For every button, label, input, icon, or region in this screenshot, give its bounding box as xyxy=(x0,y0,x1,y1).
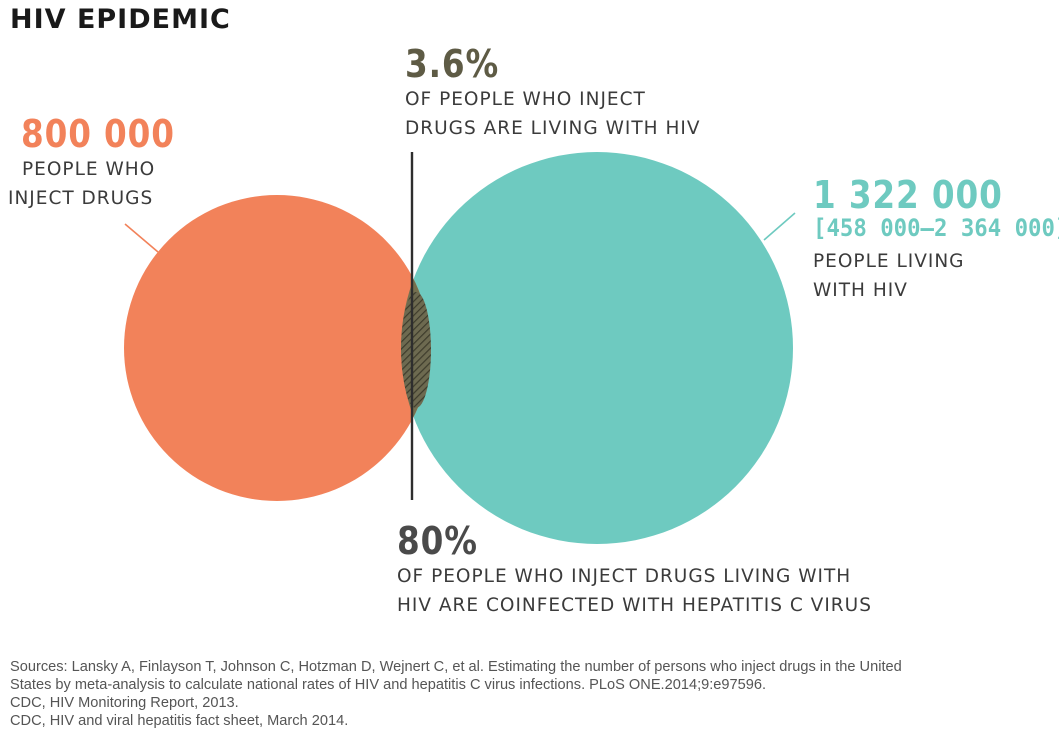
pwid-caption-2: INJECT DRUGS xyxy=(8,188,154,209)
overlap-percent: 3.6% xyxy=(405,42,500,86)
hiv-range: [458 000–2 364 000] xyxy=(813,214,1059,242)
overlap-region xyxy=(401,195,431,501)
overlap-caption-2: DRUGS ARE LIVING WITH HIV xyxy=(405,118,701,139)
coinfection-percent: 80% xyxy=(397,519,478,563)
pwid-caption-1: PEOPLE WHO xyxy=(22,159,156,180)
pwid-number: 800 000 xyxy=(21,112,175,156)
coinfection-caption-1: OF PEOPLE WHO INJECT DRUGS LIVING WITH xyxy=(397,566,852,587)
source-line-4: CDC, HIV and viral hepatitis fact sheet,… xyxy=(10,713,349,729)
coinfection-caption-2: HIV ARE COINFECTED WITH HEPATITIS C VIRU… xyxy=(397,595,872,616)
hiv-circle xyxy=(401,152,793,544)
hiv-caption-2: WITH HIV xyxy=(813,280,908,301)
hiv-caption-1: PEOPLE LIVING xyxy=(813,251,965,272)
hiv-pointer-line xyxy=(763,212,796,241)
hiv-number: 1 322 000 xyxy=(813,173,1003,217)
pwid-pointer-line xyxy=(124,223,159,253)
source-line-1: Sources: Lansky A, Finlayson T, Johnson … xyxy=(10,659,902,675)
sources-block: Sources: Lansky A, Finlayson T, Johnson … xyxy=(10,658,902,730)
coinfection-hatch xyxy=(401,292,431,408)
overlap-caption-1: OF PEOPLE WHO INJECT xyxy=(405,89,646,110)
source-line-3: CDC, HIV Monitoring Report, 2013. xyxy=(10,695,239,711)
source-line-2: States by meta-analysis to calculate nat… xyxy=(10,677,767,693)
pwid-circle xyxy=(124,195,430,501)
page-title: HIV EPIDEMIC xyxy=(10,4,231,35)
